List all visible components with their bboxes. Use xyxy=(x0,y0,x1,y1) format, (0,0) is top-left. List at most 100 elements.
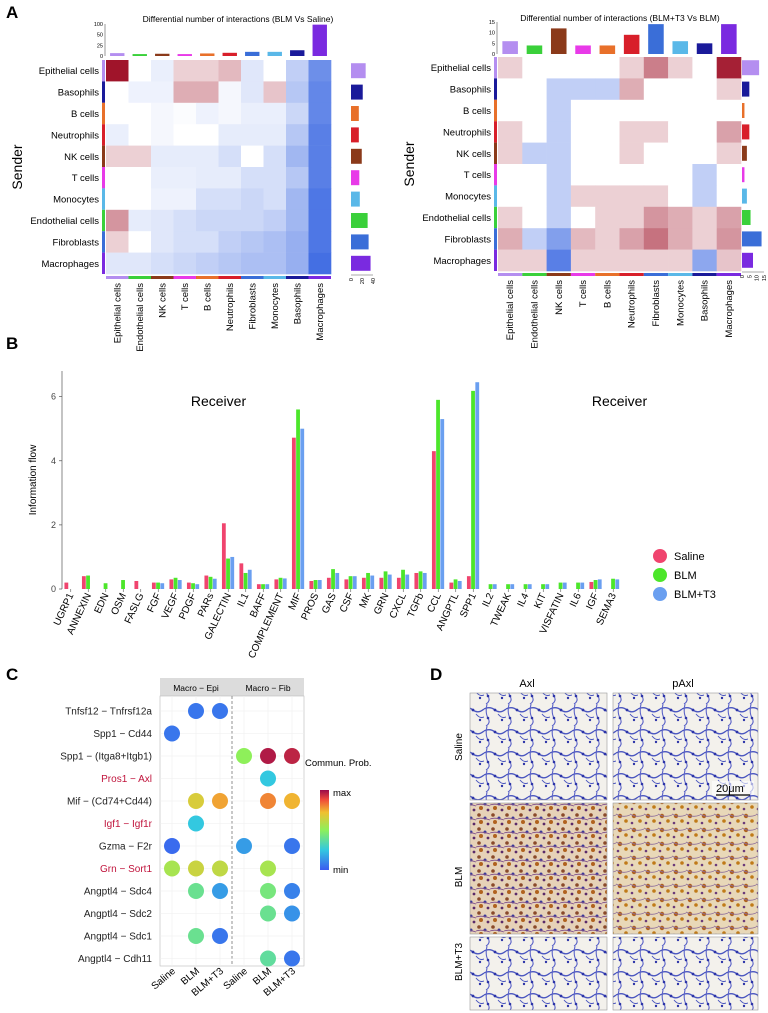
col-color-endothelial-cells xyxy=(522,273,547,276)
heatmap-cell xyxy=(196,188,219,211)
row-label-basophils: Basophils xyxy=(58,88,99,99)
heatmap-cell xyxy=(173,60,197,82)
col-color-b-cells xyxy=(595,273,620,276)
bar-saline-cxcl xyxy=(396,577,401,589)
bar-blm-kit xyxy=(541,584,545,589)
bar-saline-pars xyxy=(204,575,209,589)
bar-saline-mk xyxy=(361,577,366,589)
bar-blm-t3-il2 xyxy=(492,584,497,589)
dotplot-dot xyxy=(188,860,204,877)
col-label-endothelial-cells: Endothelial cells xyxy=(135,283,146,352)
col-label-fibroblasts: Fibroblasts xyxy=(247,283,258,330)
dotplot-dot xyxy=(260,883,276,899)
bar-x-label-spp1: SPP1 xyxy=(458,591,479,619)
bar-saline-baff xyxy=(256,584,261,589)
heatmap-cell xyxy=(286,167,309,189)
bar-x-label-ccl: CCL xyxy=(426,591,445,614)
heatmap-cell xyxy=(241,81,264,104)
heatmap-cell xyxy=(128,102,152,125)
col-color-monocytes xyxy=(668,273,693,276)
dotplot-row-label: Angptl4 − Cdh11 xyxy=(78,954,152,965)
panel-letter-d: D xyxy=(430,665,442,684)
heatmap-cell xyxy=(595,142,620,165)
top-axis-tick: 5 xyxy=(492,41,495,47)
bar-blm-galectin xyxy=(226,558,230,589)
bar-blm-t3-angptl xyxy=(457,580,462,589)
heatmap-ylabel: Sender xyxy=(401,141,417,186)
dotplot-group-label-epi: Macro − Epi xyxy=(173,683,219,693)
col-color-nk-cells xyxy=(546,273,571,276)
heatmap-cell xyxy=(692,185,717,208)
heatmap-cell xyxy=(522,228,547,250)
heatmap-cell xyxy=(546,185,572,208)
dotplot-dot xyxy=(284,838,300,854)
heatmap-cell xyxy=(151,81,174,104)
bar-blm-vegf xyxy=(173,577,178,589)
heatmap-cell xyxy=(151,145,174,168)
dotplot-row-label: Igf1 − Igf1r xyxy=(104,819,153,830)
top-bar-epithelial-cells xyxy=(110,53,125,56)
heatmap-cell xyxy=(570,142,596,165)
micrograph-blmt3-paxl xyxy=(612,936,759,1011)
heatmap-cell xyxy=(308,209,332,232)
top-bar-macrophages xyxy=(721,24,737,54)
col-label-epithelial-cells: Epithelial cells xyxy=(505,280,516,340)
dotplot-dot xyxy=(188,703,204,719)
heatmap-cell xyxy=(643,78,669,101)
row-color-fibroblasts xyxy=(494,228,497,250)
heatmap-cell xyxy=(716,249,742,272)
heatmap-cell xyxy=(263,124,287,146)
heatmap-cell xyxy=(286,81,309,104)
heatmap-cell xyxy=(595,99,620,122)
bar-y-tick-label: 2 xyxy=(51,520,56,530)
dotplot-dot xyxy=(164,838,180,854)
bar-y-tick-label: 4 xyxy=(51,456,56,466)
heatmap-cell xyxy=(595,185,620,208)
heatmap-cell xyxy=(196,231,219,253)
heatmap-cell xyxy=(619,57,645,79)
heatmap-cell xyxy=(522,57,547,79)
row-color-t-cells xyxy=(494,164,497,186)
heatmap-cell xyxy=(218,188,242,211)
bar-blm-t3-kit xyxy=(545,584,550,589)
bar-blm-t3-igf xyxy=(597,579,602,589)
heatmap-cell xyxy=(128,124,152,146)
bar-x-label-csf: CSF xyxy=(338,592,356,615)
bar-blm-complement xyxy=(278,577,283,589)
row-color-endothelial-cells xyxy=(494,206,497,229)
top-bar-nk-cells xyxy=(550,28,567,54)
panel-letter-c: C xyxy=(6,665,18,684)
bar-blm-igf xyxy=(593,580,598,589)
right-axis-tick: 5 xyxy=(747,275,753,278)
right-bar-macrophages xyxy=(351,255,371,271)
bar-x-label-mif: MIF xyxy=(287,592,304,612)
heatmap-cell xyxy=(716,78,742,101)
legend-label-blm-t3: BLM+T3 xyxy=(674,589,716,601)
heatmap-cell xyxy=(619,164,645,186)
top-bar-basophils xyxy=(290,50,305,56)
top-bar-epithelial-cells xyxy=(502,41,518,54)
bar-blm-t3-ccl xyxy=(440,419,445,589)
heatmap-cell xyxy=(106,60,129,82)
bar-blm-t3-mif xyxy=(300,428,305,589)
heatmap-cell xyxy=(668,142,693,165)
bar-blm-t3-baff xyxy=(265,584,270,589)
heatmap-cell xyxy=(668,185,693,208)
heatmap-cell xyxy=(286,60,309,82)
col-label-basophils: Basophils xyxy=(700,280,711,321)
bar-saline-fgf xyxy=(151,582,156,589)
bar-blm-fgf xyxy=(156,582,160,589)
heatmap-cell xyxy=(196,209,219,232)
row-color-macrophages xyxy=(494,249,497,271)
row-label-endothelial-cells: Endothelial cells xyxy=(422,213,491,224)
heatmap-cell xyxy=(173,231,197,253)
dotplot-row-label: Angptl4 − Sdc2 xyxy=(84,909,153,920)
heatmap-cell xyxy=(570,206,596,229)
bar-saline-annexin xyxy=(81,576,86,589)
bar-x-label-il1: IL1 xyxy=(236,591,252,609)
heatmap-cell xyxy=(218,252,242,275)
right-bar-epithelial-cells xyxy=(742,60,760,76)
heatmap-cell xyxy=(668,78,693,101)
heatmap-cell xyxy=(570,57,596,79)
